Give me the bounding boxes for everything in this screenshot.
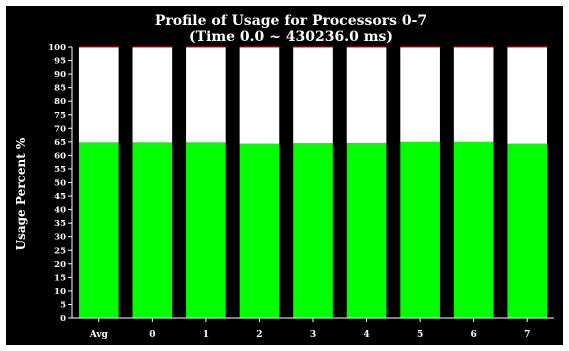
y-tick-label: 30 <box>54 233 66 243</box>
y-tick-label: 20 <box>54 260 66 270</box>
y-tick-label: 50 <box>54 179 66 189</box>
y-tick-label: 95 <box>54 57 66 67</box>
bar-segment-7-0 <box>507 143 548 318</box>
y-tick-label: 70 <box>54 124 66 134</box>
bar-segment-6-1 <box>453 47 494 142</box>
bar-segment-7-1 <box>507 47 548 144</box>
bar-segment-5-0 <box>400 141 440 318</box>
y-axis-label: Usage Percent % <box>14 137 28 250</box>
y-tick-label: 65 <box>54 138 66 148</box>
bar-segment-6-0 <box>453 141 494 318</box>
bar-segment-Avg-0 <box>78 142 119 318</box>
y-tick-label: 45 <box>54 192 66 202</box>
bar-segment-1-0 <box>186 142 226 318</box>
bar-segment-2-1 <box>239 47 280 144</box>
bar-segment-3-1 <box>293 47 333 144</box>
chart-title: Profile of Usage for Processors 0-7 <box>155 13 427 29</box>
bar-segment-Avg-1 <box>78 47 119 143</box>
y-tick-label: 35 <box>54 219 66 229</box>
y-tick-label: 60 <box>54 151 66 161</box>
y-tick-label: 85 <box>54 84 66 94</box>
y-tick-label: 25 <box>54 246 66 256</box>
y-tick-label: 100 <box>48 43 66 53</box>
y-tick-label: 40 <box>54 206 66 216</box>
y-tick-label: 5 <box>60 300 66 310</box>
bar-segment-0-1 <box>132 47 173 143</box>
x-tick-label: 0 <box>149 330 155 340</box>
x-tick-label: 7 <box>524 330 530 340</box>
y-tick-label: 90 <box>54 70 66 80</box>
bar-segment-0-0 <box>132 142 173 318</box>
x-tick-label: 5 <box>417 330 423 340</box>
chart-subtitle: (Time 0.0 ~ 430236.0 ms) <box>189 29 393 45</box>
bar-segment-2-0 <box>239 143 280 318</box>
bar-segment-3-0 <box>293 143 333 318</box>
bar-segment-1-1 <box>186 47 226 143</box>
x-axis-ticks: Avg 0 1 2 3 4 5 6 7 <box>89 318 530 340</box>
y-tick-label: 0 <box>60 314 66 324</box>
x-tick-label: 1 <box>203 330 209 340</box>
y-tick-label: 55 <box>54 165 66 175</box>
bar-segment-5-1 <box>400 47 440 142</box>
y-tick-label: 80 <box>54 97 66 107</box>
bar-segment-4-1 <box>346 47 387 143</box>
y-tick-label: 10 <box>54 287 66 297</box>
y-tick-label: 75 <box>54 111 66 121</box>
x-tick-label: 6 <box>471 330 477 340</box>
bar-segment-4-0 <box>346 142 387 318</box>
x-tick-label: Avg <box>89 330 109 340</box>
y-tick-label: 15 <box>54 273 66 283</box>
bars-group <box>78 46 548 318</box>
y-axis-ticks: 0 5 10 15 20 25 30 35 40 45 50 55 60 65 70 75 80 85 90 95 10… <box>48 43 72 324</box>
x-tick-label: 2 <box>256 330 262 340</box>
x-tick-label: 4 <box>363 330 369 340</box>
x-tick-label: 3 <box>310 330 316 340</box>
